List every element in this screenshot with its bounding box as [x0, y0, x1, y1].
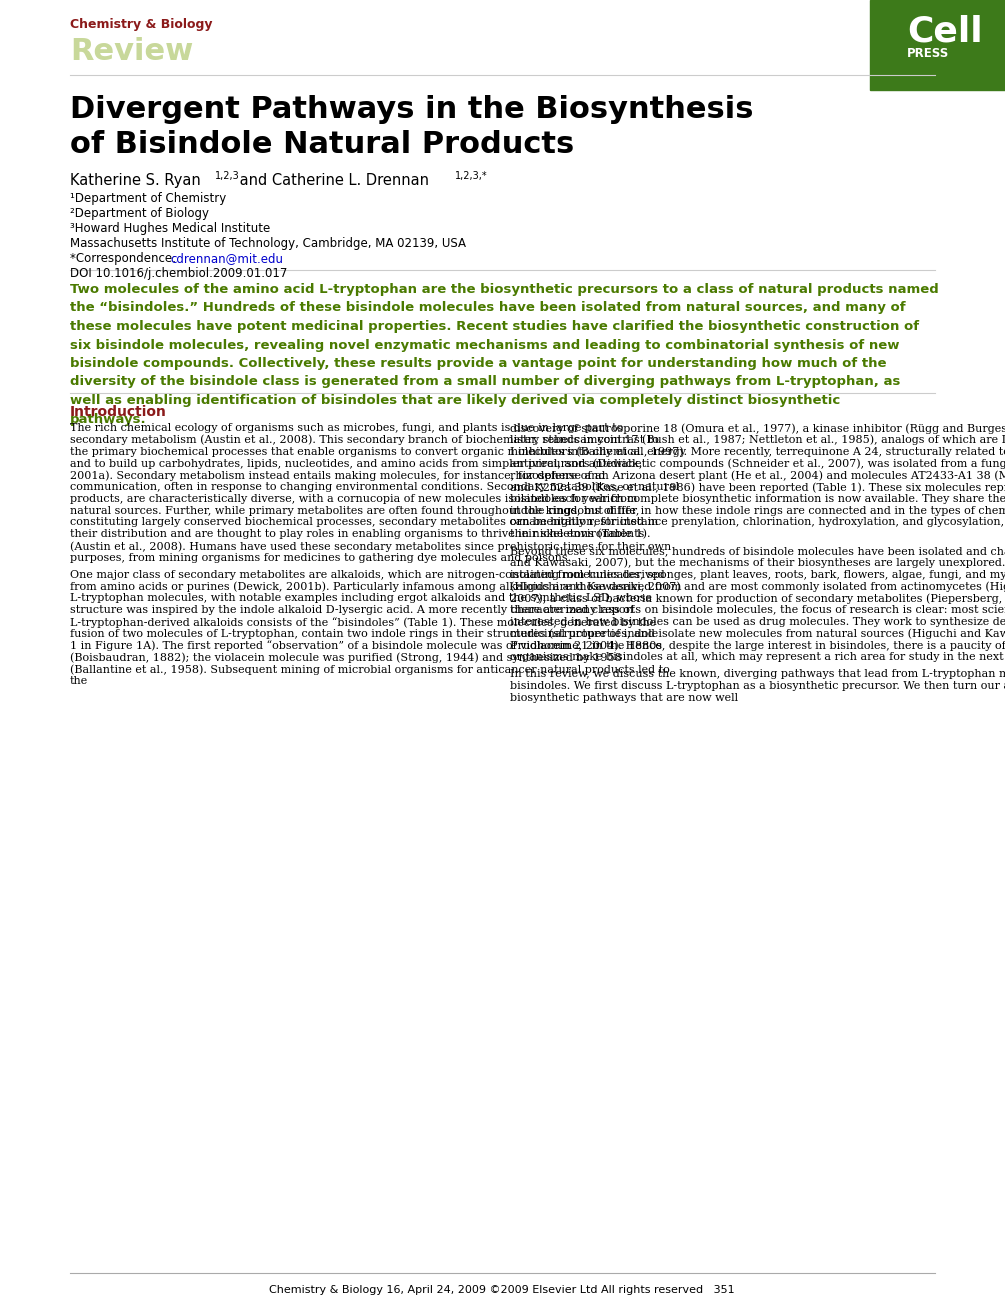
Text: Prudhomme, 2004). Hence, despite the large interest in bisindoles, there is a pa: Prudhomme, 2004). Hence, despite the lar… [510, 641, 1005, 651]
Text: constituting largely conserved biochemical processes, secondary metabolites can : constituting largely conserved biochemic… [70, 517, 658, 527]
Text: fusion of two molecules of L-tryptophan, contain two indole rings in their struc: fusion of two molecules of L-tryptophan,… [70, 629, 658, 639]
Text: antiviral, and antidiabetic compounds (Schneider et al., 2007), was isolated fro: antiviral, and antidiabetic compounds (S… [510, 458, 1005, 468]
Text: PRESS: PRESS [907, 47, 950, 60]
Text: Two molecules of the amino acid L-tryptophan are the biosynthetic precursors to : Two molecules of the amino acid L-trypto… [70, 283, 939, 425]
Text: and Catherine L. Drennan: and Catherine L. Drennan [235, 174, 429, 188]
Text: Beyond these six molecules, hundreds of bisindole molecules have been isolated a: Beyond these six molecules, hundreds of … [510, 545, 1005, 556]
Text: discovery of staurosporine 18 (Omura et al., 1977), a kinase inhibitor (Rügg and: discovery of staurosporine 18 (Omura et … [510, 423, 1005, 433]
Text: The rich chemical ecology of organisms such as microbes, fungi, and plants is du: The rich chemical ecology of organisms s… [70, 423, 623, 433]
Text: purposes, from mining organisms for medicines to gathering dye molecules and poi: purposes, from mining organisms for medi… [70, 553, 571, 562]
Text: ²Department of Biology: ²Department of Biology [70, 207, 209, 221]
Text: *Correspondence:: *Correspondence: [70, 252, 180, 265]
Text: (Higuchi and Kawasaki, 2007) and are most commonly isolated from actinomycetes (: (Higuchi and Kawasaki, 2007) and are mos… [510, 582, 1005, 592]
Text: interested in how bisindoles can be used as drug molecules. They work to synthes: interested in how bisindoles can be used… [510, 617, 1005, 626]
Text: rhizosphere of an Arizona desert plant (He et al., 2004) and molecules AT2433-A1: rhizosphere of an Arizona desert plant (… [510, 470, 1005, 480]
Text: and K252a 39 (Kase et al., 1986) have been reported (Table 1). These six molecul: and K252a 39 (Kase et al., 1986) have be… [510, 482, 1005, 492]
Text: In this review, we discuss the known, diverging pathways that lead from L-trypto: In this review, we discuss the known, di… [510, 669, 1005, 679]
Text: communication, often in response to changing environmental conditions. Secondary: communication, often in response to chan… [70, 482, 679, 492]
Text: Katherine S. Ryan: Katherine S. Ryan [70, 174, 201, 188]
Text: Cell: Cell [907, 14, 983, 50]
Text: Chemistry & Biology: Chemistry & Biology [70, 18, 212, 31]
Text: products, are characteristically diverse, with a cornucopia of new molecules iso: products, are characteristically diverse… [70, 493, 637, 504]
Text: L-tryptophan-derived alkaloids consists of the “bisindoles” (Table 1). These mol: L-tryptophan-derived alkaloids consists … [70, 617, 656, 628]
Text: later, rebeccamycin 17 (Bush et al., 1987; Nettleton et al., 1985), analogs of w: later, rebeccamycin 17 (Bush et al., 198… [510, 435, 1005, 445]
Text: organisms make bisindoles at all, which may represent a rich area for study in t: organisms make bisindoles at all, which … [510, 652, 1005, 662]
Text: their skeletons (Table 1).: their skeletons (Table 1). [510, 530, 650, 539]
Text: medicinal properties, and isolate new molecules from natural sources (Higuchi an: medicinal properties, and isolate new mo… [510, 629, 1005, 639]
Bar [870, 0, 1005, 90]
Text: 1,2,3,*: 1,2,3,* [455, 171, 487, 181]
Text: One major class of secondary metabolites are alkaloids, which are nitrogen-conta: One major class of secondary metabolites… [70, 569, 664, 579]
Text: DOI 10.1016/j.chembiol.2009.01.017: DOI 10.1016/j.chembiol.2009.01.017 [70, 268, 287, 281]
Text: Massachusetts Institute of Technology, Cambridge, MA 02139, USA: Massachusetts Institute of Technology, C… [70, 238, 466, 251]
Text: L-tryptophan molecules, with notable examples including ergot alkaloids and the : L-tryptophan molecules, with notable exa… [70, 594, 652, 603]
Text: bisindoles for which complete biosynthetic information is now available. They sh: bisindoles for which complete biosynthet… [510, 493, 1005, 504]
Text: Chemistry & Biology 16, April 24, 2009 ©2009 Elsevier Ltd All rights reserved   : Chemistry & Biology 16, April 24, 2009 ©… [269, 1285, 735, 1295]
Text: the primary biochemical processes that enable organisms to convert organic molec: the primary biochemical processes that e… [70, 446, 686, 457]
Text: 1 in Figure 1A). The first reported “observation” of a bisindole molecule was of: 1 in Figure 1A). The first reported “obs… [70, 641, 662, 651]
Text: from amino acids or purines (Dewick, 2001b). Particularly infamous among alkaloi: from amino acids or purines (Dewick, 200… [70, 582, 681, 592]
Text: their distribution and are thought to play roles in enabling organisms to thrive: their distribution and are thought to pl… [70, 530, 644, 539]
Text: biosynthetic pathways that are now well: biosynthetic pathways that are now well [510, 693, 738, 702]
Text: 2001a). Secondary metabolism instead entails making molecules, for instance, for: 2001a). Secondary metabolism instead ent… [70, 470, 605, 480]
Text: 2007), a class of bacteria known for production of secondary metabolites (Pieper: 2007), a class of bacteria known for pro… [510, 594, 1005, 604]
Text: isolated from tunicates, sponges, plant leaves, roots, bark, flowers, algae, fun: isolated from tunicates, sponges, plant … [510, 569, 1005, 579]
Text: (Boisbaudran, 1882); the violacein molecule was purified (Strong, 1944) and synt: (Boisbaudran, 1882); the violacein molec… [70, 652, 622, 663]
Text: the: the [70, 676, 88, 686]
Text: there are many reports on bisindole molecules, the focus of research is clear: m: there are many reports on bisindole mole… [510, 606, 1005, 615]
Text: bisindoles. We first discuss L-tryptophan as a biosynthetic precursor. We then t: bisindoles. We first discuss L-tryptopha… [510, 681, 1005, 690]
Text: ¹Department of Chemistry: ¹Department of Chemistry [70, 192, 226, 205]
Text: (Austin et al., 2008). Humans have used these secondary metabolites since prehis: (Austin et al., 2008). Humans have used … [70, 542, 671, 552]
Text: and Kawasaki, 2007), but the mechanisms of their biosyntheses are largely unexpl: and Kawasaki, 2007), but the mechanisms … [510, 557, 1005, 569]
Text: Introduction: Introduction [70, 405, 167, 419]
Text: natural sources. Further, while primary metabolites are often found throughout t: natural sources. Further, while primary … [70, 505, 639, 515]
Text: ornamentation, for instance prenylation, chlorination, hydroxylation, and glycos: ornamentation, for instance prenylation,… [510, 517, 1005, 527]
Text: Divergent Pathways in the Biosynthesis
of Bisindole Natural Products: Divergent Pathways in the Biosynthesis o… [70, 95, 754, 159]
Text: and to build up carbohydrates, lipids, nucleotides, and amino acids from simpler: and to build up carbohydrates, lipids, n… [70, 458, 642, 468]
Text: 1,2,3: 1,2,3 [215, 171, 240, 181]
Text: I inhibitors (Bailly et al., 1997). More recently, terrequinone A 24, structural: I inhibitors (Bailly et al., 1997). More… [510, 446, 1005, 457]
Text: structure was inspired by the indole alkaloid D-lysergic acid. A more recently c: structure was inspired by the indole alk… [70, 606, 634, 615]
Text: (Ballantine et al., 1958). Subsequent mining of microbial organisms for anticanc: (Ballantine et al., 1958). Subsequent mi… [70, 664, 669, 675]
Text: secondary metabolism (Austin et al., 2008). This secondary branch of biochemistr: secondary metabolism (Austin et al., 200… [70, 435, 659, 445]
Text: cdrennan@mit.edu: cdrennan@mit.edu [170, 252, 283, 265]
Text: Review: Review [70, 37, 193, 67]
Text: ³Howard Hughes Medical Institute: ³Howard Hughes Medical Institute [70, 222, 270, 235]
Text: indole rings, but differ in how these indole rings are connected and in the type: indole rings, but differ in how these in… [510, 505, 1005, 515]
